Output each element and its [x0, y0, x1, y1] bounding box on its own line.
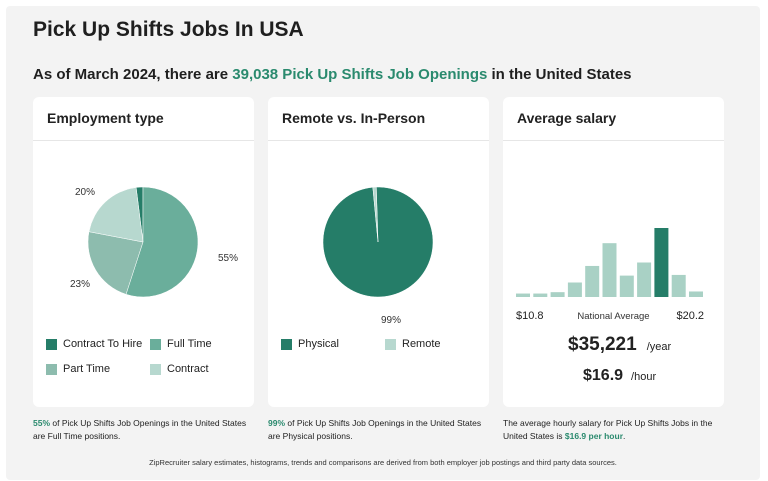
yearly-value: $35,221	[568, 334, 637, 355]
employment-pie: 55% 23% 20%	[70, 186, 238, 298]
histogram-bar	[533, 293, 548, 297]
legend-swatch	[46, 363, 57, 375]
legend-swatch	[281, 338, 292, 350]
histogram-bar	[550, 292, 565, 297]
note-highlight: $16.9 per hour	[564, 431, 623, 441]
legend-item: Contract To Hire	[46, 338, 142, 350]
pie-slice	[88, 187, 144, 243]
note-end: .	[623, 431, 626, 441]
histogram-bar	[654, 228, 669, 297]
remote-pie: 99%	[322, 186, 434, 326]
legend-item: Remote	[385, 338, 441, 350]
legend-swatch	[150, 338, 161, 350]
legend-label: Contract To Hire	[63, 338, 143, 350]
remote-card: Remote vs. In-Person 99% Physical Remote	[268, 97, 489, 407]
max-label: $20.2	[676, 310, 704, 322]
footer-note: ZipRecruiter salary estimates, histogram…	[149, 458, 617, 467]
subtitle-suffix: in the United States	[487, 66, 632, 83]
histogram-bar	[637, 262, 652, 297]
note-text: of Pick Up Shifts Job Openings in the Un…	[33, 418, 247, 441]
note-highlight: 55%	[33, 418, 51, 428]
histogram-bar	[619, 275, 634, 297]
national-average-label: National Average	[577, 311, 650, 322]
histogram-bar	[516, 293, 530, 297]
card-title: Employment type	[33, 97, 254, 141]
legend-swatch	[46, 338, 57, 350]
legend-swatch	[150, 363, 161, 375]
salary-note: The average hourly salary for Pick Up Sh…	[503, 417, 728, 443]
pie-data-label: 23%	[70, 279, 90, 290]
salary-card: Average salary $10.8 National Average $2…	[503, 97, 724, 407]
legend-item: Physical	[281, 338, 339, 350]
card-title: Remote vs. In-Person	[268, 97, 489, 141]
yearly-salary: $35,221/year	[568, 334, 671, 356]
histogram-bar	[585, 265, 600, 297]
hourly-salary: $16.9/hour	[583, 367, 656, 385]
min-label: $10.8	[516, 310, 544, 322]
pie-data-label: 99%	[381, 315, 401, 326]
legend-item: Full Time	[150, 338, 212, 350]
legend-label: Part Time	[63, 363, 111, 375]
pie-slice	[372, 186, 379, 243]
pie-data-label: 55%	[218, 253, 238, 264]
card-title: Average salary	[503, 97, 724, 141]
legend-item: Part Time	[46, 363, 110, 375]
yearly-unit: /year	[646, 341, 672, 353]
pie-slice	[87, 231, 144, 295]
salary-histogram	[516, 228, 703, 297]
histogram-bar	[689, 291, 703, 297]
pie-slice	[125, 186, 199, 298]
employment-note: 55% of Pick Up Shifts Job Openings in th…	[33, 417, 258, 443]
pie-data-label: 20%	[75, 187, 95, 198]
legend-label: Contract	[167, 363, 209, 375]
hourly-value: $16.9	[583, 367, 624, 384]
legend-swatch	[385, 338, 396, 350]
note-highlight: 99%	[268, 418, 286, 428]
histogram-bar	[567, 282, 582, 297]
legend-label: Remote	[402, 338, 441, 350]
legend-label: Full Time	[167, 338, 212, 350]
note-text: of Pick Up Shifts Job Openings in the Un…	[268, 418, 482, 441]
hourly-unit: /hour	[631, 371, 657, 383]
note-text: The average hourly salary for Pick Up Sh…	[503, 418, 713, 441]
subtitle-prefix: As of March 2024, there are	[33, 66, 233, 83]
employment-card: Employment type 55% 23% 20% Contract To Hi…	[33, 97, 254, 407]
page-title: Pick Up Shifts Jobs In USA	[33, 18, 304, 41]
histogram-bar	[671, 274, 686, 297]
legend-label: Physical	[298, 338, 339, 350]
histogram-bar	[602, 243, 617, 297]
page: Pick Up Shifts Jobs In USA As of March 2…	[6, 6, 760, 480]
remote-note: 99% of Pick Up Shifts Job Openings in th…	[268, 417, 493, 443]
legend-item: Contract	[150, 363, 209, 375]
subtitle: As of March 2024, there are 39,038 Pick …	[33, 66, 632, 83]
job-count: 39,038 Pick Up Shifts Job Openings	[232, 66, 488, 83]
